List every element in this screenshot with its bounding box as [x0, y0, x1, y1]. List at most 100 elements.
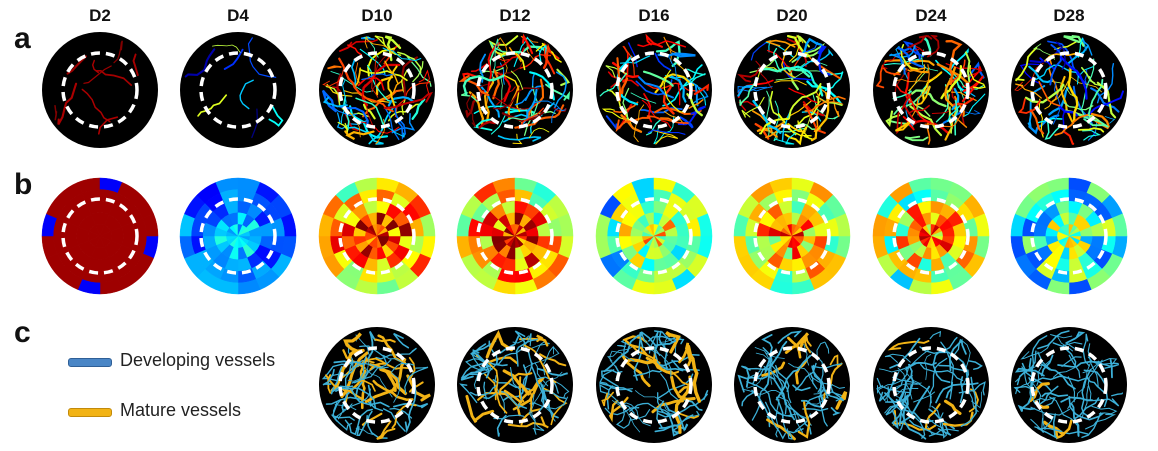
vessel-segment — [967, 61, 985, 80]
vessel-segment — [795, 61, 828, 71]
vessel-segment — [95, 69, 133, 86]
vessel-segment — [766, 49, 796, 72]
vessel-segment — [388, 103, 422, 122]
vessel-segment — [1063, 34, 1085, 47]
vessel-segment — [532, 100, 566, 112]
vessel-segment — [340, 79, 347, 124]
developing-vessel — [404, 384, 417, 434]
vessel-segment — [383, 91, 433, 110]
vessel-map-colored-d16 — [596, 32, 712, 148]
developing-vessel — [1065, 331, 1086, 344]
developing-vessel — [1042, 427, 1063, 432]
developing-vessel — [741, 388, 781, 395]
developing-vessel — [1082, 333, 1090, 367]
vessel-segment — [924, 108, 965, 128]
developing-vessel — [382, 408, 406, 432]
developing-vessel — [1085, 376, 1106, 394]
vessel-segment — [360, 69, 408, 82]
polar-heatmap-d16 — [595, 177, 713, 295]
legend-label-developing: Developing vessels — [120, 350, 276, 370]
developing-vessel — [322, 368, 335, 386]
vessel-segment — [1104, 116, 1116, 124]
vessel-segment — [1096, 81, 1117, 119]
developing-vessel — [515, 338, 538, 367]
vessel-segment — [1044, 80, 1069, 110]
vessel-segment — [132, 53, 139, 77]
vessel-segment — [361, 73, 396, 81]
vessel-segment — [371, 55, 379, 98]
developing-vessel — [1052, 342, 1077, 367]
developing-vessel — [775, 354, 812, 401]
vessel-segment — [364, 35, 393, 54]
developing-vessel — [512, 335, 530, 344]
developing-vessel — [524, 345, 560, 369]
developing-vessel — [919, 336, 958, 355]
developing-vessel — [1083, 369, 1108, 408]
vessel-segment — [645, 118, 662, 136]
developing-vessel — [551, 379, 570, 399]
mature-vessel — [943, 399, 962, 416]
vessel-segment — [212, 44, 241, 53]
vessel-segment — [787, 65, 824, 97]
vessel-segment — [951, 87, 960, 111]
vessel-segment — [57, 82, 78, 126]
vessel-map-classified-d20 — [734, 327, 850, 443]
dashed-circle — [61, 197, 139, 275]
vessel-segment — [382, 47, 422, 62]
developing-vessel — [616, 402, 632, 429]
developing-vessel — [351, 362, 389, 370]
developing-vessel — [601, 369, 623, 388]
vessel-segment — [620, 114, 643, 133]
developing-vessel — [900, 385, 931, 424]
vessel-segment — [788, 87, 819, 104]
developing-vessel — [886, 382, 922, 402]
vessel-segment — [512, 133, 523, 145]
developing-vessel — [611, 400, 641, 433]
developing-vessel — [940, 341, 954, 400]
vessel-segment — [657, 52, 696, 58]
developing-vessel — [792, 384, 811, 392]
vessel-segment — [765, 39, 796, 48]
vessel-segment — [950, 71, 984, 90]
developing-vessel — [609, 350, 635, 374]
developing-vessel — [830, 407, 841, 416]
vessel-segment — [1015, 83, 1042, 99]
dashed-circle — [199, 197, 277, 275]
developing-vessel — [805, 393, 831, 405]
vessel-segment — [1049, 43, 1062, 86]
vessel-segment — [895, 71, 943, 83]
developing-vessel — [1037, 351, 1053, 371]
vessel-segment — [885, 110, 901, 128]
developing-vessel — [737, 374, 768, 393]
vessel-segment — [653, 115, 675, 145]
vessel-segment — [889, 44, 916, 59]
developing-vessel — [1037, 413, 1058, 440]
vessel-segment — [1044, 119, 1061, 140]
mature-vessel — [835, 391, 848, 410]
column-label-d28: D28 — [1053, 6, 1085, 25]
developing-vessel — [1014, 359, 1052, 383]
vessel-segment — [1062, 111, 1065, 134]
vessel-segment — [749, 86, 773, 92]
developing-vessel — [1070, 402, 1080, 437]
vessel-segment — [377, 78, 405, 102]
vessel-segment — [904, 71, 913, 106]
vessel-map-classified-d10 — [319, 327, 435, 443]
legend-swatch-mature — [68, 408, 112, 417]
vessel-segment — [815, 90, 844, 105]
vessel-segment — [1087, 121, 1098, 141]
developing-vessel — [472, 349, 490, 379]
vessel-segment — [1054, 113, 1089, 136]
developing-vessel — [1036, 366, 1042, 386]
mature-vessel — [503, 389, 523, 404]
dashed-circle — [61, 51, 139, 129]
vessel-segment — [478, 120, 496, 129]
vessel-segment — [510, 70, 524, 90]
polar-heatmap-d20 — [733, 177, 851, 295]
heatmap-cell — [237, 231, 250, 237]
vessel-segment — [268, 105, 284, 127]
vessel-segment — [954, 95, 965, 117]
developing-vessel — [656, 393, 708, 418]
developing-vessel — [460, 366, 483, 380]
vessel-segment — [654, 73, 695, 94]
